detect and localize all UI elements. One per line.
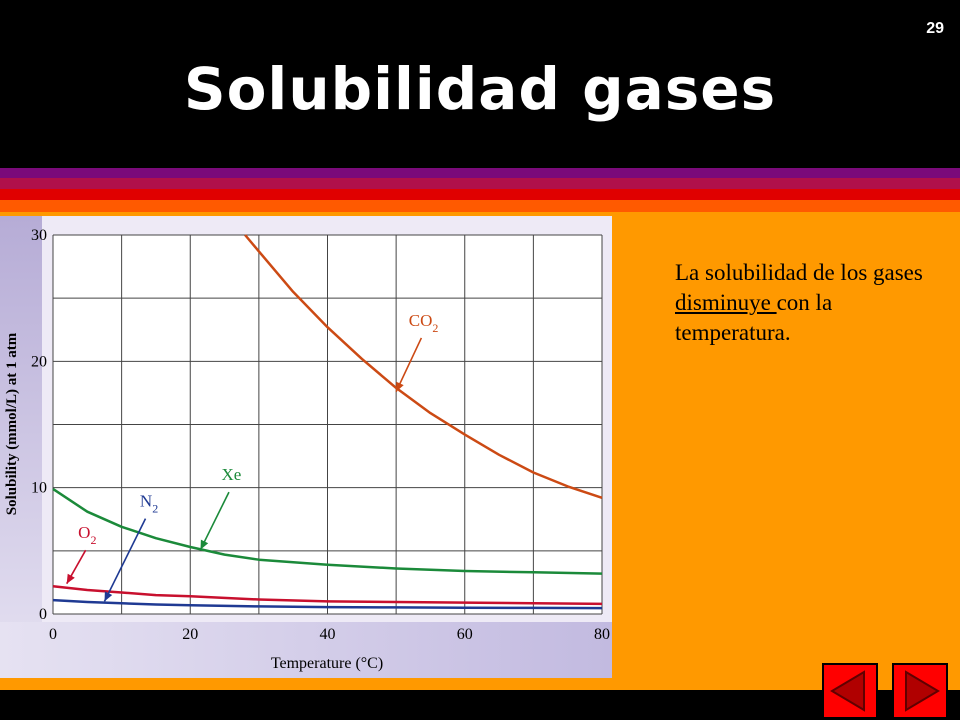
body-text-part-1: La solubilidad de los gases: [675, 260, 923, 285]
slide-body-text: La solubilidad de los gases disminuye co…: [675, 258, 925, 348]
x-tick-label: 80: [594, 626, 610, 643]
series-label-n2: N2: [140, 492, 158, 516]
series-line-co2: [244, 234, 603, 499]
page-number: 29: [926, 20, 944, 37]
series-label-o2: O2: [78, 523, 96, 547]
decor-stripe-orange: [0, 200, 960, 212]
x-axis-band: [0, 622, 612, 678]
y-tick-label: 0: [39, 606, 47, 623]
arrowhead: [104, 591, 113, 602]
x-tick-label: 60: [457, 626, 473, 643]
series-label-co2: CO2: [409, 311, 439, 335]
right-triangle-icon: [905, 670, 940, 712]
annotation-arrow-xe: [199, 491, 230, 550]
annotation-arrow-n2: [103, 518, 147, 602]
decor-stripe-red: [0, 189, 960, 200]
y-axis-label: Solubility (mmol/L) at 1 atm: [4, 332, 20, 515]
x-tick-label: 0: [49, 626, 57, 643]
x-tick-label: 40: [320, 626, 336, 643]
left-triangle-icon: [830, 670, 865, 712]
annotation-layer: CO2 Xe N2 O2: [66, 311, 439, 602]
y-tick-label: 10: [31, 480, 47, 497]
arrowhead: [200, 539, 209, 550]
arrowhead: [66, 573, 75, 584]
annotation-arrow-co2: [395, 337, 423, 392]
arrowhead: [396, 381, 404, 392]
slide-title: Solubilidad gases: [183, 55, 777, 123]
series-line-xe: [52, 487, 603, 575]
body-text-part-2: con la temperatura.: [675, 290, 833, 345]
y-tick-label: 20: [31, 353, 47, 370]
x-axis-label: Temperature (°C): [271, 655, 383, 672]
next-slide-button[interactable]: [892, 663, 948, 719]
y-tick-label: 30: [31, 227, 47, 244]
grid-lines: [52, 234, 603, 615]
series-line-n2: [52, 598, 603, 610]
y-axis-band: [0, 216, 42, 678]
tick-labels: 0 20 40 60 80 0 10 20 30: [31, 227, 610, 643]
series-label-xe: Xe: [222, 465, 242, 484]
body-text-underlined: disminuye: [675, 290, 777, 315]
decor-stripe-crimson: [0, 178, 960, 189]
decor-stripe-purple: [0, 168, 960, 178]
previous-slide-button[interactable]: [822, 663, 878, 719]
solubility-chart: CO2 Xe N2 O2 0 20 40 60 80 0 10 20 30 Temperature (…: [0, 216, 612, 678]
x-tick-label: 20: [182, 626, 198, 643]
